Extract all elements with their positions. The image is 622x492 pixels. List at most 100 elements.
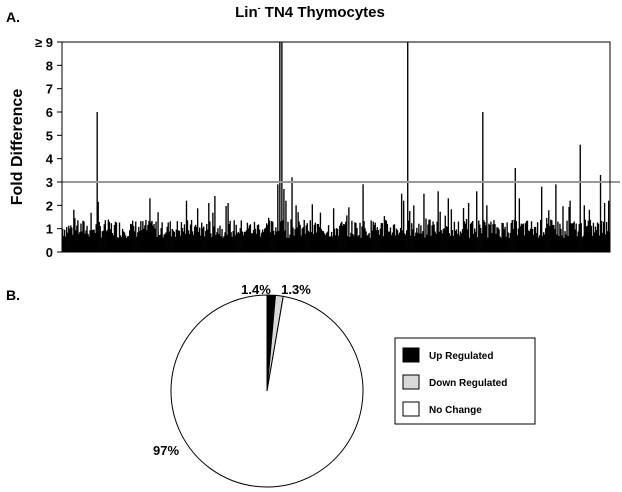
bar: [212, 212, 214, 252]
panel-a: Lin- TN4 Thymocytes A. Fold Difference 0…: [6, 3, 620, 260]
bar: [470, 222, 473, 252]
bar: [230, 232, 232, 252]
bar: [209, 221, 211, 252]
bar: [377, 229, 379, 252]
bar: [249, 224, 252, 252]
bar: [225, 205, 227, 252]
bar: [203, 226, 205, 252]
bar: [172, 230, 174, 252]
bar: [512, 228, 514, 252]
bar: [68, 225, 70, 252]
panel-b: B. 1.4% 1.3% 97% Up Regulated Down Regulate…: [6, 282, 536, 488]
bar: [478, 220, 480, 252]
bar: [601, 232, 604, 252]
panel-label-b: B.: [6, 287, 20, 303]
bar: [552, 224, 554, 252]
bar: [579, 144, 581, 252]
bar: [79, 231, 81, 252]
bar: [416, 227, 418, 252]
bar: [370, 220, 372, 252]
bar: [171, 228, 173, 252]
bar: [559, 223, 561, 252]
bar: [310, 232, 312, 252]
bar: [71, 227, 73, 252]
bar: [314, 222, 317, 252]
bar: [570, 223, 572, 252]
y-tick-label: 7: [46, 82, 53, 97]
bar: [98, 221, 100, 252]
bar: [115, 222, 118, 252]
bar: [293, 235, 295, 252]
bar: [219, 225, 221, 252]
bar: [594, 226, 597, 252]
bar: [233, 220, 235, 252]
bar: [407, 42, 409, 252]
bar: [451, 229, 454, 252]
bar: [604, 234, 607, 252]
bar: [492, 224, 494, 252]
bar: [557, 221, 559, 252]
bar: [409, 211, 411, 252]
bar: [517, 228, 520, 252]
bar: [544, 234, 546, 252]
bar: [458, 235, 461, 252]
bar: [442, 229, 444, 252]
bar: [121, 228, 124, 252]
bar: [154, 228, 156, 252]
bar: [531, 229, 534, 252]
bar: [315, 232, 318, 252]
bar: [138, 226, 140, 252]
y-axis-label: Fold Difference: [9, 89, 26, 206]
bar: [473, 233, 475, 252]
bar: [239, 228, 241, 252]
bar: [542, 235, 544, 252]
bar: [167, 222, 169, 252]
bar: [573, 221, 575, 252]
legend-swatch: [402, 401, 420, 417]
bar: [69, 228, 71, 252]
bar: [564, 231, 566, 252]
bar: [299, 224, 301, 252]
bar: [581, 237, 583, 252]
bar: [362, 184, 364, 252]
bar: [501, 222, 503, 252]
bar: [232, 231, 234, 252]
bar: [190, 219, 193, 252]
bar: [95, 224, 97, 252]
bar: [82, 220, 84, 252]
bar: [483, 220, 485, 252]
bar: [366, 235, 368, 252]
bar: [228, 223, 230, 252]
bar: [147, 224, 149, 252]
bar: [277, 184, 279, 252]
bar: [160, 228, 162, 252]
bar: [595, 230, 598, 252]
bar: [301, 228, 303, 252]
bar: [244, 231, 247, 253]
bar: [238, 233, 240, 252]
bar: [88, 236, 90, 252]
bar: [316, 224, 319, 252]
bar: [469, 223, 472, 252]
bar: [385, 220, 388, 252]
legend-swatch: [402, 347, 420, 363]
bar: [523, 235, 526, 252]
bar: [334, 235, 337, 252]
bar: [313, 224, 316, 252]
bar: [394, 235, 397, 252]
bar: [417, 232, 419, 252]
bar: [260, 232, 263, 252]
bar: [157, 212, 159, 252]
bar: [282, 220, 284, 252]
bar: [555, 184, 557, 252]
bar: [256, 225, 259, 252]
bar: [520, 223, 523, 252]
bar: [537, 237, 540, 252]
bar: [583, 205, 585, 252]
bar: [117, 237, 120, 252]
bar: [140, 221, 142, 252]
bar: [91, 229, 93, 252]
bar: [330, 231, 333, 252]
bar: [464, 223, 467, 252]
bar: [62, 228, 64, 252]
